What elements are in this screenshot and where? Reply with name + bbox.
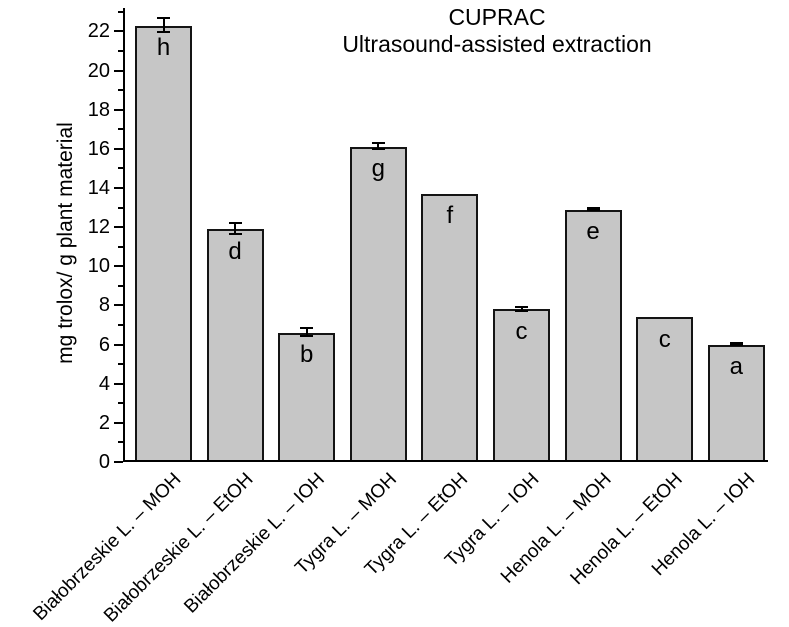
error-bar-lower-cap (515, 309, 528, 312)
error-bar (305, 328, 308, 337)
y-tick-label: 2 (98, 411, 110, 434)
y-minor-tick (118, 167, 123, 170)
bar (636, 317, 694, 460)
y-minor-tick (118, 206, 123, 209)
significance-letter: f (446, 202, 454, 230)
error-bar-lower-cap (157, 30, 170, 33)
y-tick-label: 18 (87, 98, 110, 121)
error-bar (162, 18, 165, 32)
error-bar-lower-cap (300, 335, 314, 338)
y-major-tick (114, 108, 123, 111)
significance-letter: e (586, 218, 600, 246)
y-tick-label: 10 (87, 255, 110, 278)
y-minor-tick (118, 50, 123, 53)
y-tick-label: 6 (98, 333, 110, 356)
significance-letter: b (300, 341, 314, 369)
y-tick-label: 0 (98, 451, 110, 473)
error-bar-lower-cap (371, 148, 385, 151)
y-major-tick (114, 69, 123, 72)
error-bar (234, 222, 237, 235)
x-category-label: Białobrzeskie L. – IOH (180, 469, 330, 618)
y-major-tick (114, 265, 123, 268)
bar (707, 344, 765, 460)
plot-area: h d b g f c e c a (123, 8, 768, 462)
error-bar (377, 143, 380, 150)
y-major-tick (114, 304, 123, 307)
y-minor-tick (118, 245, 123, 248)
chart-subtitle: Ultrasound-assisted extraction (342, 31, 652, 57)
significance-letter: a (729, 353, 743, 381)
y-tick-label: 4 (98, 372, 110, 395)
y-minor-tick (118, 324, 123, 327)
y-minor-tick (118, 402, 123, 405)
error-bar-upper-cap (157, 17, 170, 20)
significance-letter: c (658, 325, 671, 353)
y-minor-tick (118, 363, 123, 366)
y-tick-label: 8 (98, 294, 110, 317)
y-tick-label: 22 (87, 20, 110, 43)
chart-title-block: CUPRAC Ultrasound-assisted extraction (327, 4, 667, 58)
y-tick-label: 12 (87, 216, 110, 239)
error-bar (520, 306, 523, 311)
bar (421, 193, 479, 460)
y-minor-tick (118, 284, 123, 287)
y-major-tick (114, 226, 123, 229)
y-tick-label: 16 (87, 137, 110, 160)
y-major-tick (114, 461, 123, 463)
significance-letter: c (515, 317, 528, 345)
y-major-tick (114, 30, 123, 33)
bar (135, 25, 192, 460)
y-minor-tick (118, 89, 123, 92)
y-major-tick (114, 343, 123, 346)
y-tick-label: 20 (87, 59, 110, 82)
error-bar-upper-cap (729, 342, 743, 345)
chart-title: CUPRAC (448, 4, 546, 30)
significance-letter: d (228, 237, 242, 265)
y-major-tick (114, 187, 123, 190)
y-minor-tick (118, 10, 123, 13)
y-major-tick (114, 421, 123, 424)
bar (349, 146, 407, 460)
y-major-tick (114, 147, 123, 150)
y-major-tick (114, 382, 123, 385)
error-bar-upper-cap (586, 207, 600, 210)
error-bar-lower-cap (228, 233, 242, 236)
significance-letter: g (371, 155, 385, 183)
bar (564, 209, 622, 460)
y-tick-label: 14 (87, 177, 110, 200)
error-bar-upper-cap (515, 305, 528, 308)
bar (206, 229, 264, 460)
error-bar-lower-cap (586, 208, 600, 211)
error-bar-upper-cap (300, 327, 314, 330)
error-bar-upper-cap (371, 142, 385, 145)
error-bar-upper-cap (228, 221, 242, 224)
y-minor-tick (118, 441, 123, 444)
error-bar-lower-cap (729, 344, 743, 347)
y-minor-tick (118, 128, 123, 131)
significance-letter: h (156, 34, 171, 62)
